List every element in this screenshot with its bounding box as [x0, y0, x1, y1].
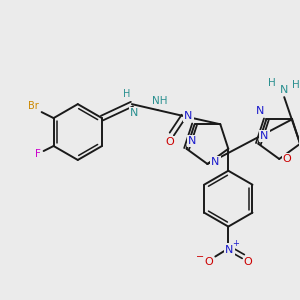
Text: H: H — [123, 89, 130, 99]
Text: O: O — [165, 137, 174, 147]
Text: O: O — [244, 257, 253, 268]
Text: O: O — [283, 154, 292, 164]
Text: O: O — [204, 257, 213, 268]
Text: N: N — [256, 106, 265, 116]
Text: N: N — [184, 111, 193, 121]
Text: N: N — [280, 85, 288, 95]
Text: F: F — [35, 149, 41, 159]
Text: Br: Br — [28, 101, 39, 111]
Text: N: N — [130, 108, 138, 118]
Text: +: + — [232, 239, 239, 248]
Text: N: N — [211, 157, 220, 167]
Text: H: H — [292, 80, 300, 90]
Text: N: N — [225, 244, 233, 254]
Text: H: H — [268, 78, 276, 88]
Text: −: − — [196, 251, 204, 262]
Text: N: N — [188, 136, 197, 146]
Text: N: N — [260, 131, 269, 141]
Text: NH: NH — [152, 96, 168, 106]
